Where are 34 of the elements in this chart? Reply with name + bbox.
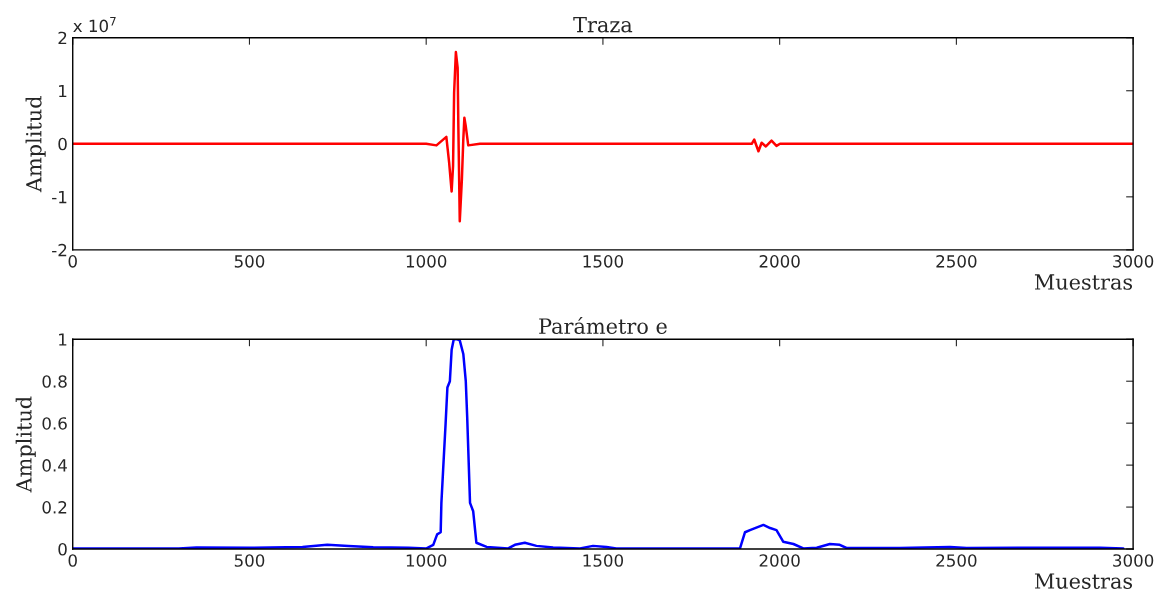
x-tick-label: 1500: [583, 554, 624, 567]
y-tick-label: -2: [52, 243, 67, 257]
line-series: [72, 50, 1134, 223]
y-axis-title: Amplitud: [25, 96, 46, 193]
x-tick-label: 0: [68, 255, 77, 268]
x-tick-label: 3000: [1113, 255, 1154, 268]
y-tick-label: -1: [52, 191, 67, 204]
chart-title: Parámetro e: [539, 317, 667, 334]
x-tick-label: 3000: [1113, 554, 1154, 567]
x-tick-label: 1500: [583, 255, 624, 268]
y-tick-label: 0.4: [42, 459, 67, 472]
chart-title: Traza: [573, 16, 633, 33]
y-tick-label: 1: [59, 84, 67, 98]
y-axis-title: Amplitud: [15, 396, 36, 493]
x-tick-label: 500: [234, 255, 265, 268]
y-tick-label: 0: [58, 137, 67, 151]
line-series: [72, 339, 1125, 550]
y-tick-label: 0.6: [42, 417, 67, 430]
y-tick-label: 2: [58, 31, 67, 45]
y-tick-label: 0: [58, 542, 67, 556]
x-tick-label: 500: [234, 554, 265, 567]
x-tick-label: 0: [68, 554, 77, 567]
y-tick-label: 0.8: [42, 375, 67, 388]
y-tick-label: 1: [59, 333, 67, 346]
x-axis-title: Muestras: [1034, 573, 1133, 589]
y-tick-label: 0.2: [42, 501, 67, 514]
x-tick-label: 2000: [759, 255, 800, 268]
x-tick-label: 1000: [406, 255, 447, 268]
text: x 10$^{7}$: [73, 17, 116, 33]
x-axis-title: Muestras: [1034, 274, 1133, 290]
x-tick-label: 2000: [759, 554, 800, 567]
x-tick-label: 1000: [406, 554, 447, 567]
x-tick-label: 2500: [936, 554, 977, 567]
x-tick-label: 2500: [936, 255, 977, 268]
